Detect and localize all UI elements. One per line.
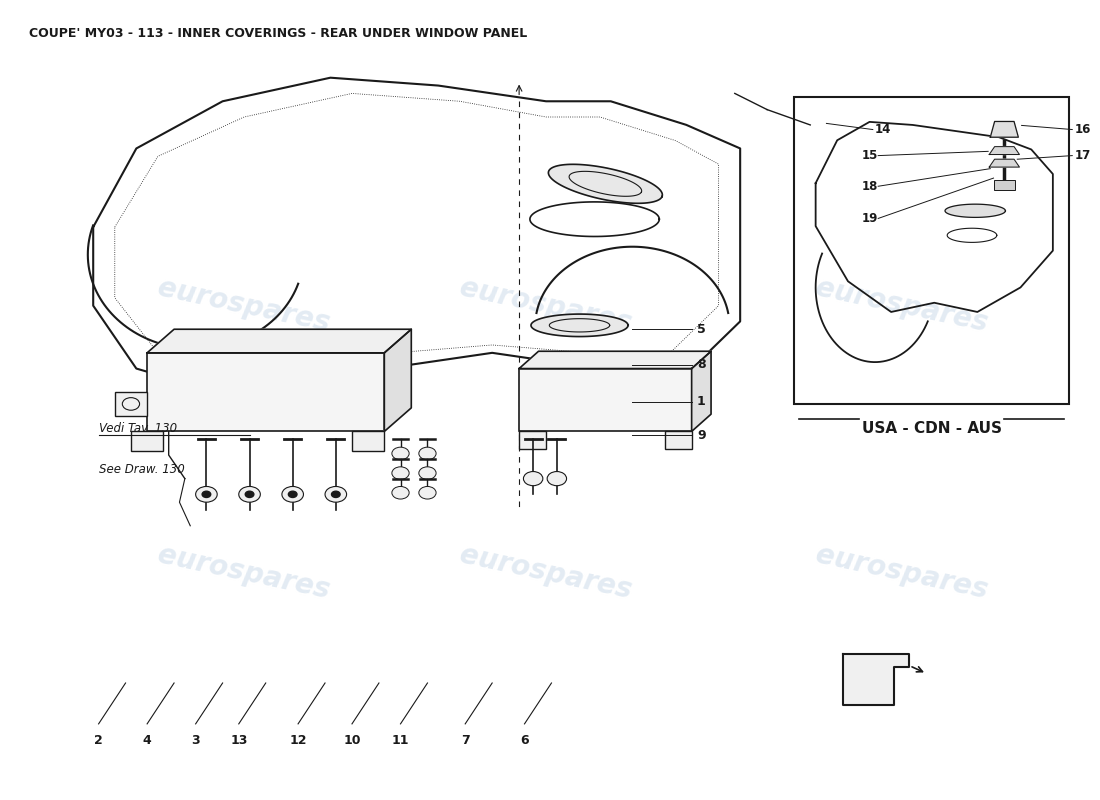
Circle shape <box>239 486 261 502</box>
Polygon shape <box>843 654 910 705</box>
Text: eurospares: eurospares <box>458 274 635 338</box>
Text: eurospares: eurospares <box>813 541 991 605</box>
Polygon shape <box>989 159 1020 167</box>
Text: Vedi Tav. 130: Vedi Tav. 130 <box>99 422 177 435</box>
Circle shape <box>419 486 436 499</box>
Bar <box>664 431 692 449</box>
Polygon shape <box>692 351 711 431</box>
Text: 5: 5 <box>697 322 706 336</box>
Text: See Draw. 130: See Draw. 130 <box>99 463 185 476</box>
Text: 1: 1 <box>697 395 706 408</box>
Polygon shape <box>989 146 1020 154</box>
Polygon shape <box>531 314 628 337</box>
Text: 2: 2 <box>95 734 103 747</box>
Circle shape <box>202 491 211 498</box>
Text: eurospares: eurospares <box>155 274 333 338</box>
Polygon shape <box>519 351 711 369</box>
Text: 8: 8 <box>697 358 706 371</box>
Text: 16: 16 <box>1075 123 1091 136</box>
Circle shape <box>245 491 254 498</box>
Polygon shape <box>147 330 411 353</box>
Polygon shape <box>549 164 662 203</box>
Text: 10: 10 <box>343 734 361 747</box>
Text: 18: 18 <box>861 180 878 193</box>
Text: 4: 4 <box>143 734 152 747</box>
Circle shape <box>547 471 567 486</box>
Bar <box>147 353 384 431</box>
Polygon shape <box>384 330 411 431</box>
Text: 11: 11 <box>392 734 409 747</box>
Text: eurospares: eurospares <box>813 274 991 338</box>
Text: 12: 12 <box>289 734 307 747</box>
Circle shape <box>331 491 340 498</box>
Circle shape <box>419 447 436 460</box>
Text: 19: 19 <box>861 212 878 225</box>
Circle shape <box>392 486 409 499</box>
Text: COUPE' MY03 - 113 - INNER COVERINGS - REAR UNDER WINDOW PANEL: COUPE' MY03 - 113 - INNER COVERINGS - RE… <box>29 26 527 39</box>
Circle shape <box>392 467 409 479</box>
Text: 3: 3 <box>191 734 200 747</box>
Circle shape <box>282 486 304 502</box>
Circle shape <box>524 471 542 486</box>
Text: 13: 13 <box>230 734 248 747</box>
Text: 17: 17 <box>1075 149 1091 162</box>
Circle shape <box>196 486 217 502</box>
Circle shape <box>288 491 297 498</box>
Circle shape <box>324 486 346 502</box>
Bar <box>519 369 692 431</box>
Circle shape <box>392 447 409 460</box>
Text: USA - CDN - AUS: USA - CDN - AUS <box>861 422 1002 436</box>
Bar <box>114 392 147 416</box>
Bar <box>131 431 163 451</box>
Bar <box>519 431 546 449</box>
Bar <box>993 181 1015 190</box>
Circle shape <box>419 467 436 479</box>
Text: 14: 14 <box>874 123 891 136</box>
Text: eurospares: eurospares <box>155 541 333 605</box>
Text: 9: 9 <box>697 429 706 442</box>
Text: eurospares: eurospares <box>458 541 635 605</box>
Bar <box>352 431 384 451</box>
Bar <box>794 98 1069 404</box>
Text: 6: 6 <box>520 734 529 747</box>
Text: 7: 7 <box>461 734 470 747</box>
Text: 15: 15 <box>861 149 878 162</box>
Polygon shape <box>990 122 1019 138</box>
Polygon shape <box>945 204 1005 218</box>
